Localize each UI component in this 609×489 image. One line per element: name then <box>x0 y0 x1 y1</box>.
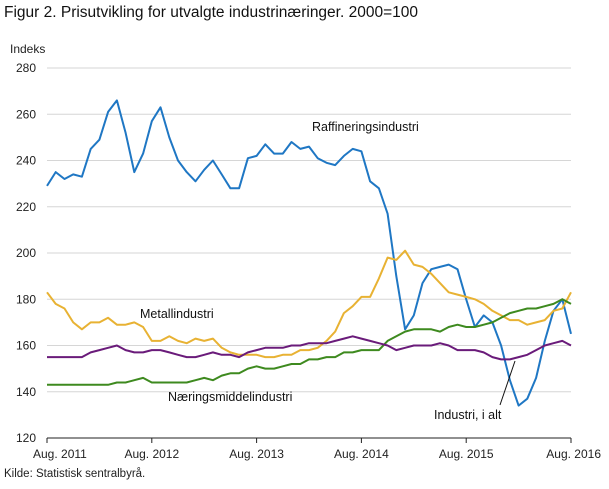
x-tick-label: Aug. 2015 <box>439 447 494 461</box>
y-tick-label: 260 <box>16 107 36 121</box>
annotation-label: Raffineringsindustri <box>312 120 419 134</box>
chart-title: Figur 2. Prisutvikling for utvalgte indu… <box>4 4 418 21</box>
y-axis-label: Indeks <box>10 42 45 56</box>
source-note: Kilde: Statistisk sentralbyrå. <box>4 468 146 480</box>
x-axis: Aug. 2011 Aug. 2012 Aug. 2013 Aug. 2014 Aug.… <box>33 437 601 461</box>
series-annotations: Raffineringsindustri Metallindustri Næring… <box>140 120 516 422</box>
annotation-label: Metallindustri <box>140 307 214 321</box>
y-tick-labels: 120 140 160 180 200 220 240 260 280 <box>16 61 36 445</box>
y-tick-label: 280 <box>16 61 36 75</box>
x-tick-label: Aug. 2014 <box>334 447 389 461</box>
annotation-label: Næringsmiddelindustri <box>168 390 292 404</box>
annotation-pointer <box>499 360 516 406</box>
x-tick-label: Aug. 2011 <box>33 447 87 461</box>
series-lines <box>46 99 572 407</box>
x-tick-label: Aug. 2016 <box>546 447 601 461</box>
series-line-metallindustri <box>46 249 572 359</box>
y-tick-label: 140 <box>16 385 36 399</box>
y-tick-label: 200 <box>16 246 36 260</box>
series-line-raffineringsindustri <box>46 99 572 407</box>
x-tick-label: Aug. 2013 <box>229 447 284 461</box>
x-tick-label: Aug. 2012 <box>124 447 179 461</box>
grid-lines <box>47 67 571 393</box>
y-tick-label: 220 <box>16 200 36 214</box>
y-tick-label: 180 <box>16 292 36 306</box>
annotation-label: Industri, i alt <box>434 408 502 422</box>
y-tick-label: 240 <box>16 154 36 168</box>
series-line-industri-i-alt <box>47 335 572 361</box>
y-tick-label: 120 <box>16 431 36 445</box>
series-line-næringsmiddelindustri <box>47 298 572 386</box>
y-tick-label: 160 <box>16 339 36 353</box>
